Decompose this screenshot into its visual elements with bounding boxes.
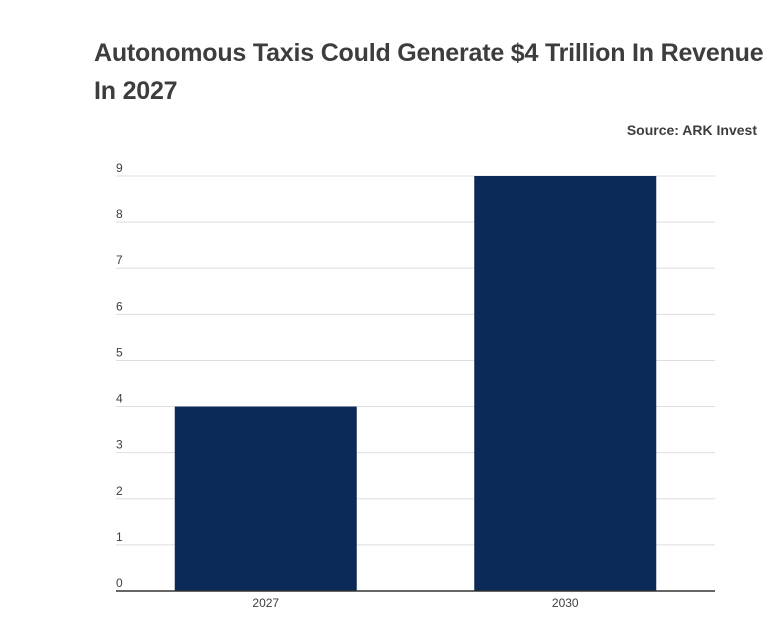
y-tick-label: 2 (116, 484, 123, 498)
bar-2027 (174, 406, 357, 591)
y-tick-label: 8 (116, 207, 123, 221)
y-tick-label: 1 (116, 530, 123, 544)
y-tick-label: 4 (116, 392, 123, 406)
y-tick-label: 7 (116, 253, 123, 267)
bar-2030 (474, 176, 657, 591)
y-tick-label: 5 (116, 345, 123, 359)
bars (174, 176, 657, 591)
source-label: Source: ARK Invest (626, 122, 757, 138)
x-axis-labels: 2027 2030 (252, 596, 579, 610)
y-tick-label: 0 (116, 576, 123, 590)
y-tick-label: 9 (116, 161, 123, 175)
chart-title: Autonomous Taxis Could Generate $4 Trill… (94, 39, 764, 105)
y-tick-label: 3 (116, 438, 123, 452)
x-tick-label: 2027 (252, 596, 279, 610)
y-tick-label: 6 (116, 299, 123, 313)
y-axis-ticks: 0 1 2 3 4 5 6 7 8 9 (116, 161, 123, 590)
x-tick-label: 2030 (552, 596, 579, 610)
